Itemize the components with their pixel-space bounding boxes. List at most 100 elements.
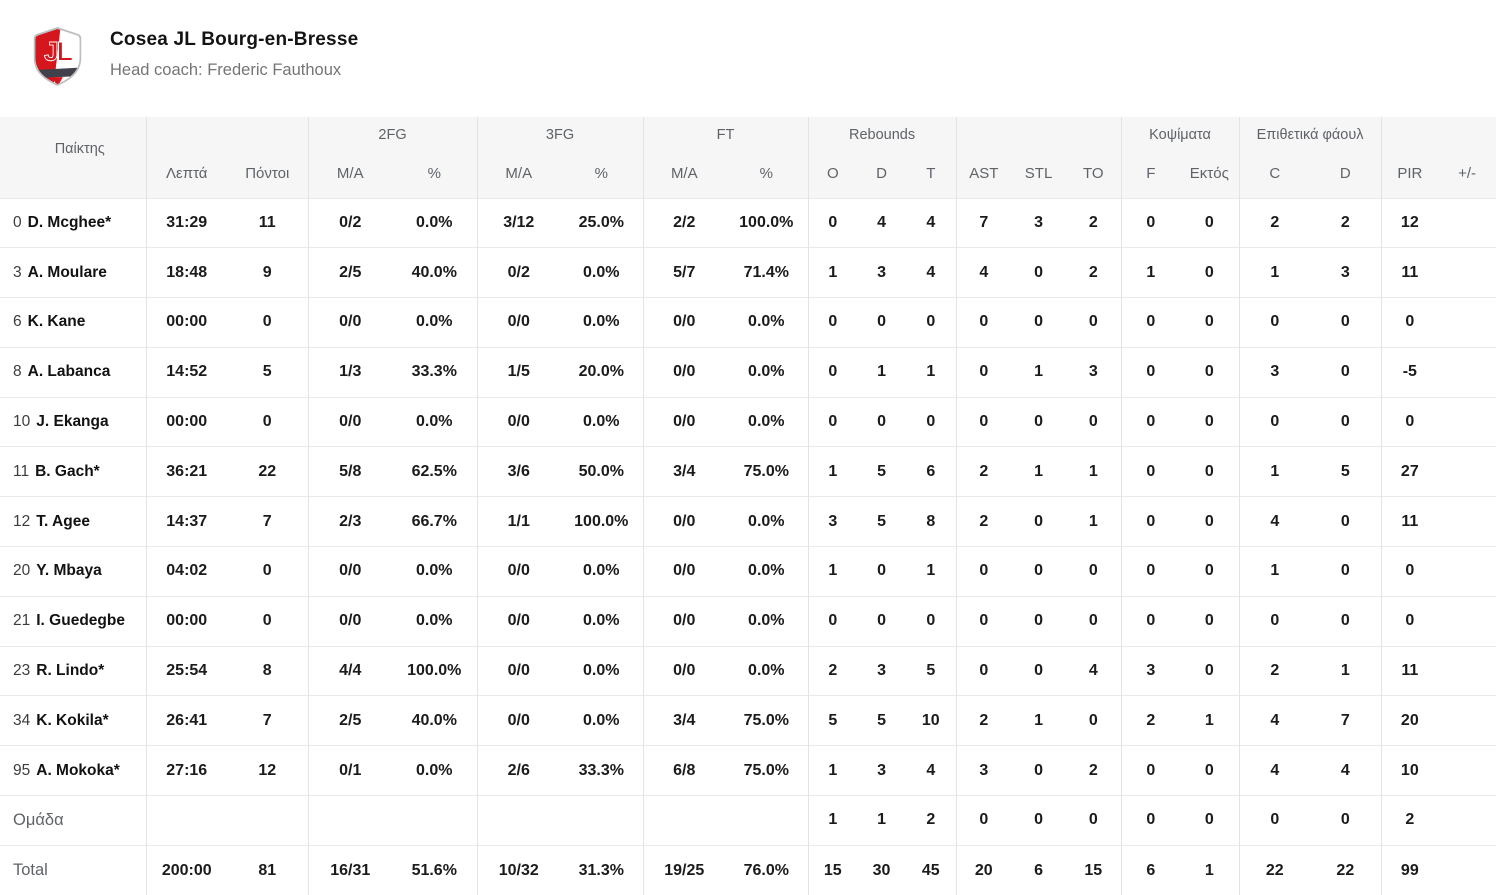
table-row: 23 R. Lindo* 25:54 8 4/4 100.0% 0/0 0.0% 0/0 0.0%… (0, 645, 1496, 696)
stat-cell: 1/5 (476, 346, 561, 398)
stat-cell: 0 (1066, 297, 1122, 348)
stat-cell: 0 (1180, 396, 1240, 447)
stat-cell: 11 (1380, 645, 1439, 696)
stat-cell: 3 (1011, 197, 1067, 248)
stat-cell: 0 (1180, 197, 1240, 248)
player-name-cell: 11 B. Gach* (0, 446, 146, 497)
stat-cell: 3 (857, 745, 907, 796)
stat-cell: 0 (857, 297, 907, 348)
stat-cell: 1 (1238, 446, 1311, 497)
stat-cell: 5 (857, 695, 907, 746)
stat-cell: 0 (955, 595, 1012, 647)
stat-cell: 2 (906, 795, 957, 846)
stat-cell: 0 (1180, 745, 1240, 796)
stat-cell: 75.0% (725, 745, 809, 796)
table-row: 0 D. Mcghee* 31:29 11 0/2 0.0% 3/12 25.0% 2/2 100… (0, 197, 1496, 248)
team-header: JL Cosea JL Bourg-en-Bresse Head coach: … (0, 0, 1496, 117)
stat-cell: 0 (857, 396, 907, 447)
player-name-cell: 10 J. Ekanga (0, 396, 146, 447)
stat-cell: 2 (1238, 197, 1311, 248)
player-name: D. Mcghee* (27, 213, 112, 231)
column-header-row: Λεπτά Πόντοι M/A% M/A% M/A% O D T AST STL TO F Εκτός… (0, 152, 1496, 198)
column-header: Εκτός (1180, 152, 1240, 198)
stat-cell: 0 (1380, 396, 1439, 447)
stat-cell: 8 (906, 496, 957, 547)
stat-cell: 14:37 (145, 496, 227, 547)
stat-cell: 25:54 (145, 645, 227, 696)
stat-cell (1438, 297, 1496, 348)
stat-cell: 0/0 (307, 396, 392, 447)
team-logo-icon: JL (33, 27, 82, 86)
stat-cell: 2 (955, 496, 1012, 547)
stat-cell: 31:29 (145, 197, 227, 248)
stat-cell: 76.0% (725, 844, 809, 895)
stat-cell: 11 (1380, 247, 1439, 298)
player-number: 10 (13, 413, 31, 431)
stat-cell: 0.0% (560, 546, 644, 597)
player-name-cell: 3 A. Moulare (0, 247, 146, 298)
stat-cell: 2/5 (307, 247, 392, 298)
stat-cell: 1 (857, 346, 907, 398)
stat-cell: 0 (1180, 297, 1240, 348)
column-header: M/A (476, 152, 561, 198)
table-row: 11 B. Gach* 36:21 22 5/8 62.5% 3/6 50.0% 3/4 75.0… (0, 446, 1496, 497)
table-row: 6 K. Kane 00:00 0 0/0 0.0% 0/0 0.0% 0/0 0.0% 0 0 0 0 0… (0, 297, 1496, 348)
stat-cell: 4 (955, 247, 1012, 298)
stat-cell: 1 (1011, 695, 1067, 746)
stat-cell: 0 (1238, 595, 1311, 647)
column-group-header: FT (642, 117, 809, 152)
table-row: 10 J. Ekanga 00:00 0 0/0 0.0% 0/0 0.0% 0/0 0.0% 0 0… (0, 396, 1496, 447)
table-row: 95 A. Mokoka* 27:16 12 0/1 0.0% 2/6 33.3% 6/8 75.… (0, 745, 1496, 796)
stat-cell: 0 (955, 297, 1012, 348)
stat-cell: 3/4 (642, 446, 726, 497)
player-name: R. Lindo* (36, 662, 105, 680)
column-group-header (955, 117, 1122, 152)
stat-cell: 15 (807, 844, 858, 895)
stat-cell: 0.0% (725, 346, 809, 398)
stat-cell: 2 (1120, 695, 1181, 746)
stat-cell: 0 (1310, 795, 1382, 846)
stat-cell (227, 795, 308, 846)
stat-cell: 4 (906, 247, 957, 298)
stat-cell: 0 (857, 546, 907, 597)
stat-cell: 26:41 (145, 695, 227, 746)
column-header: D (1310, 152, 1382, 198)
stat-cell: 0 (807, 346, 858, 398)
stat-cell: 0 (1066, 795, 1122, 846)
stat-cell: 1 (857, 795, 907, 846)
stat-cell: 22 (1310, 844, 1382, 895)
stat-cell: 0 (1120, 546, 1181, 597)
stat-cell: 22 (1238, 844, 1311, 895)
stat-cell: 4/4 (307, 645, 392, 696)
player-name: K. Kane (27, 313, 86, 331)
stat-cell: 0.0% (725, 595, 809, 647)
stat-cell: 100.0% (560, 496, 644, 547)
stat-cell: 0 (955, 795, 1012, 846)
stat-cell: 0 (1120, 496, 1181, 547)
stat-cell: 0/0 (642, 595, 726, 647)
stat-cell: 0 (955, 346, 1012, 398)
stat-cell: 30 (857, 844, 907, 895)
column-header: M/A (642, 152, 726, 198)
stat-cell: 0.0% (725, 496, 809, 547)
stat-cell: 0.0% (560, 247, 644, 298)
stat-cell: 33.3% (392, 346, 478, 398)
player-name: A. Mokoka* (36, 761, 120, 779)
stat-cell: 75.0% (725, 695, 809, 746)
stat-cell: 2 (807, 645, 858, 696)
stat-cell: 0 (1310, 297, 1382, 348)
stat-cell: 3/6 (476, 446, 561, 497)
stat-cell: 0/0 (642, 496, 726, 547)
stat-cell: 7 (227, 496, 308, 547)
stat-cell: 14:52 (145, 346, 227, 398)
stat-cell: 0 (1120, 346, 1181, 398)
column-group-header: Επιθετικά φάουλ (1238, 117, 1382, 152)
stat-cell: 4 (906, 745, 957, 796)
stat-cell (1438, 645, 1496, 696)
player-name: Total (13, 861, 48, 879)
stat-cell: 0/0 (307, 595, 392, 647)
stat-cell: 5/8 (307, 446, 392, 497)
stat-cell: 0.0% (560, 595, 644, 647)
column-header: % (560, 152, 644, 198)
stat-cell: 0/0 (642, 546, 726, 597)
